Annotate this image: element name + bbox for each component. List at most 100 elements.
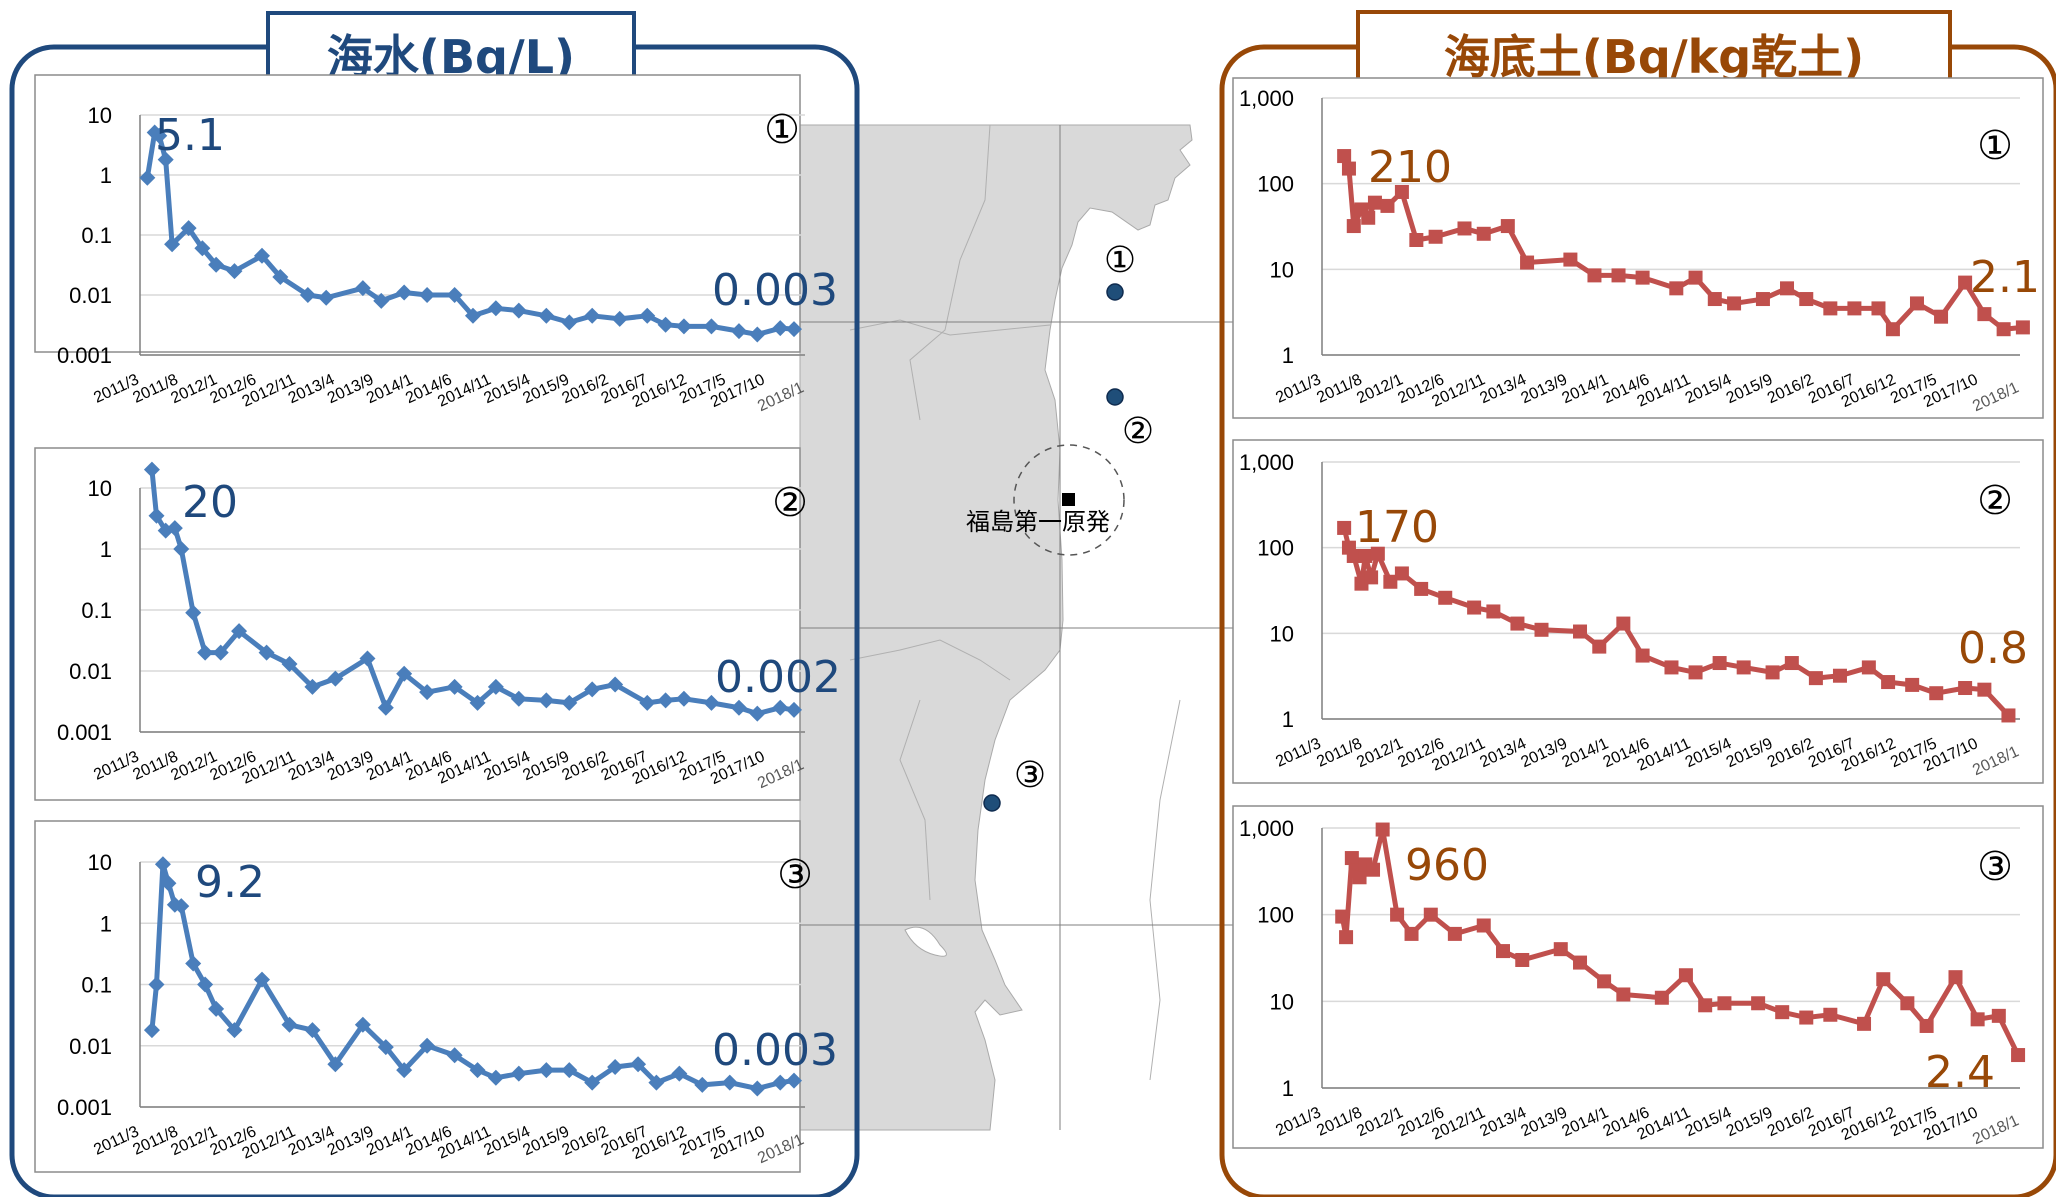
data-point — [464, 307, 481, 324]
data-point — [611, 310, 628, 327]
data-point — [675, 318, 692, 335]
data-point — [143, 1022, 160, 1039]
site-dot-3 — [983, 794, 1001, 812]
data-point — [148, 976, 165, 993]
data-point — [538, 1062, 555, 1079]
data-point — [1390, 907, 1405, 922]
series-line — [1341, 527, 2011, 718]
data-point — [1394, 184, 1409, 199]
data-point — [510, 690, 527, 707]
sea-water-chart-2: 1010.10.010.0012011/32011/82012/12012/62… — [34, 447, 841, 801]
data-point — [1515, 952, 1530, 967]
data-point — [639, 694, 656, 711]
data-point — [419, 287, 436, 303]
data-point — [197, 644, 214, 661]
data-point — [194, 240, 211, 257]
data-point — [208, 256, 225, 273]
data-point — [446, 1047, 463, 1064]
data-point — [1958, 275, 1973, 290]
data-point — [1597, 974, 1612, 989]
data-point — [1823, 301, 1838, 316]
sediment-chart-1: 1,0001001012011/32011/82012/12012/62012/… — [1232, 77, 2044, 419]
data-point — [538, 307, 555, 324]
data-point — [226, 1022, 243, 1039]
data-point — [721, 1074, 738, 1091]
data-point — [2011, 1048, 2026, 1063]
data-point — [1346, 219, 1361, 234]
data-point — [446, 287, 463, 303]
data-point — [487, 300, 504, 317]
data-point — [1765, 665, 1780, 680]
y-tick-label: 1,000 — [1239, 816, 1294, 841]
data-point — [1438, 590, 1453, 605]
data-point — [327, 670, 344, 687]
data-point — [1346, 548, 1361, 563]
max-value-label: 170 — [1355, 502, 1439, 553]
data-point — [694, 1076, 711, 1093]
data-point — [1751, 996, 1766, 1011]
data-point — [148, 507, 165, 524]
data-point — [1871, 301, 1886, 316]
site-label-3: ③ — [1014, 755, 1046, 796]
data-point — [1364, 570, 1379, 585]
data-point — [1394, 566, 1409, 581]
site-label-1: ① — [1104, 240, 1136, 281]
data-point — [258, 644, 275, 661]
data-point — [304, 1022, 321, 1039]
data-point — [1611, 268, 1626, 283]
data-point — [253, 971, 270, 988]
y-tick-label: 0.1 — [81, 223, 112, 248]
data-point — [1736, 660, 1751, 675]
data-point — [785, 1072, 802, 1089]
data-point — [469, 694, 486, 711]
data-point — [1573, 955, 1588, 970]
data-point — [1361, 210, 1376, 225]
data-point — [1669, 281, 1684, 296]
data-point — [648, 1074, 665, 1091]
latest-value-label: 0.003 — [712, 265, 838, 316]
data-point — [1341, 161, 1356, 176]
y-tick-label: 10 — [1270, 989, 1294, 1014]
data-point — [2001, 708, 2016, 723]
data-point — [749, 1080, 766, 1097]
data-point — [2015, 320, 2030, 335]
data-point — [1573, 624, 1588, 639]
data-point — [1337, 149, 1352, 164]
data-point — [1909, 296, 1924, 311]
data-point — [469, 1062, 486, 1079]
data-point — [1885, 322, 1900, 337]
data-point — [1780, 281, 1795, 296]
site-number-label: ② — [772, 480, 808, 526]
data-point — [226, 263, 243, 280]
chart-frame — [1232, 77, 2044, 419]
data-point — [173, 898, 190, 915]
y-tick-label: 10 — [88, 103, 112, 128]
data-point — [373, 292, 390, 309]
data-point — [1414, 581, 1429, 596]
data-point — [1457, 221, 1472, 236]
data-point — [1423, 907, 1438, 922]
data-point — [299, 287, 316, 303]
data-point — [657, 316, 674, 333]
data-point — [1876, 972, 1891, 987]
data-point — [1486, 604, 1501, 619]
site-number-label: ③ — [777, 852, 813, 898]
data-point — [1383, 574, 1398, 589]
data-point — [1592, 639, 1607, 654]
data-point — [607, 676, 624, 693]
data-point — [1727, 296, 1742, 311]
data-point — [281, 656, 298, 673]
data-point — [1996, 322, 2011, 337]
sea-water-chart-3: 1010.10.010.0012011/32011/82012/12012/62… — [34, 820, 838, 1173]
data-point — [730, 699, 747, 716]
data-point — [253, 247, 270, 264]
data-point — [1380, 198, 1395, 213]
data-point — [1476, 226, 1491, 241]
exclusion-zone-circle — [1013, 444, 1125, 556]
data-point — [180, 220, 197, 237]
data-point — [1495, 944, 1510, 959]
data-point — [1929, 686, 1944, 701]
data-point — [749, 705, 766, 722]
y-tick-label: 100 — [1257, 903, 1294, 928]
